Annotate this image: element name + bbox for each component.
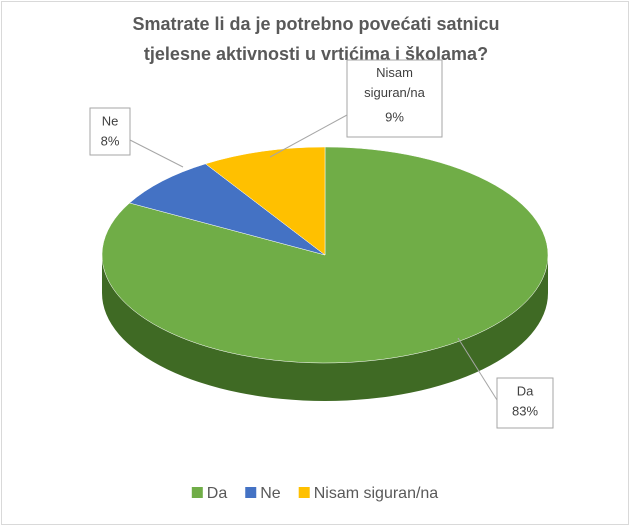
chart-title: Smatrate li da je potrebno povećati satn… — [132, 14, 499, 34]
legend-label: Da — [207, 485, 228, 502]
data-label-value: 83% — [512, 403, 538, 418]
legend: Da Ne Nisam siguran/na — [191, 485, 439, 502]
pie-slice — [204, 146, 326, 256]
label-box — [89, 107, 131, 156]
pie-side — [102, 255, 548, 401]
legend-label: Nisam siguran/na — [314, 485, 439, 502]
data-label-value: 8% — [101, 133, 120, 148]
leader-line — [269, 114, 348, 158]
chart-title: tjelesne aktivnosti u vrtićima i školama… — [144, 44, 488, 64]
pie-slice — [101, 146, 549, 364]
legend-swatch — [298, 487, 310, 498]
leader-line — [129, 139, 184, 168]
data-label-name-part: Nisam — [376, 65, 413, 80]
data-label-name-part: siguran/na — [364, 85, 425, 100]
legend-swatch — [191, 487, 203, 498]
leader-line — [457, 337, 498, 401]
data-label-name: Ne — [102, 113, 119, 128]
pie-slice — [129, 163, 326, 256]
data-label-name: Da — [517, 383, 534, 398]
legend-swatch — [245, 487, 257, 498]
legend-label: Ne — [260, 485, 281, 502]
label-box — [346, 59, 443, 138]
data-label-name: Nisam siguran/na — [364, 65, 425, 100]
label-box — [496, 377, 554, 429]
data-label-value: 9% — [385, 109, 404, 124]
